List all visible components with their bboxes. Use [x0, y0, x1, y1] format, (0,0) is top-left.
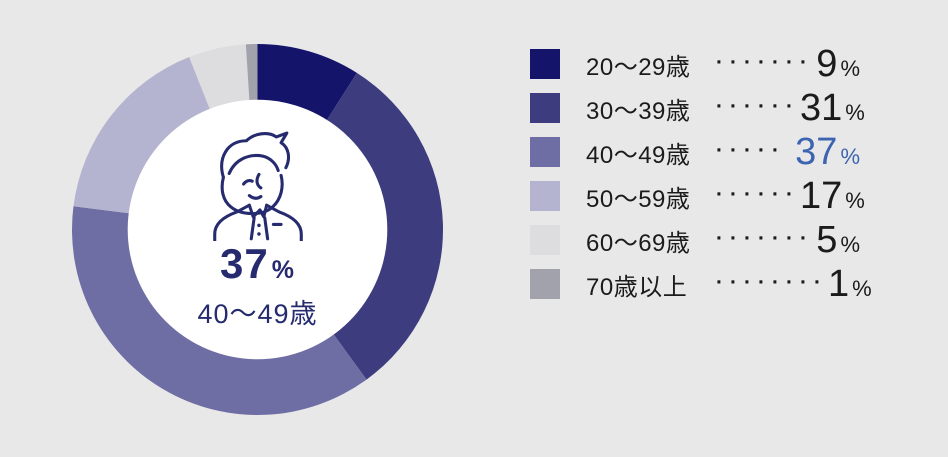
donut-chart [72, 44, 443, 415]
legend-unit: % [845, 100, 865, 125]
donut-chart-area: 37 % 40〜49歳 [72, 44, 443, 415]
legend-unit: % [840, 56, 860, 81]
legend-row: 40〜49歳 ····· 37 % [530, 130, 860, 174]
legend-swatch [530, 49, 560, 79]
legend-dot-leader: ········ [716, 270, 828, 294]
center-percentage: 37 % [220, 243, 295, 285]
person-icon [212, 131, 303, 241]
legend: 20〜29歳 ······· 9 % 30〜39歳 ······ 31 % 40… [530, 42, 872, 306]
donut-hole [127, 99, 388, 360]
legend-value-wrap: 9 % [816, 45, 860, 83]
legend-dot-leader: ······ [716, 182, 800, 206]
legend-label: 20〜29歳 [586, 53, 691, 81]
legend-label: 50〜59歳 [586, 185, 691, 213]
legend-dot-leader: ····· [716, 138, 786, 162]
legend-row: 30〜39歳 ······ 31 % [530, 86, 865, 130]
legend-swatch [530, 93, 560, 123]
donut-center: 37 % 40〜49歳 [127, 99, 388, 360]
legend-value: 31 [799, 87, 843, 129]
legend-value: 5 [816, 219, 838, 261]
legend-swatch [530, 269, 560, 299]
legend-unit: % [852, 276, 872, 301]
legend-value: 9 [816, 43, 838, 85]
legend-swatch [530, 137, 560, 167]
legend-value-wrap: 37 % [795, 133, 860, 171]
legend-value: 37 [795, 131, 838, 173]
center-value-unit: % [271, 256, 295, 284]
legend-label: 30〜39歳 [586, 97, 691, 125]
legend-swatch [530, 181, 560, 211]
legend-value: 17 [799, 175, 843, 217]
legend-value: 1 [827, 263, 850, 305]
legend-row: 60〜69歳 ······· 5 % [530, 218, 860, 262]
legend-unit: % [840, 144, 860, 169]
legend-unit: % [840, 232, 860, 257]
legend-row: 50〜59歳 ······ 17 % [530, 174, 865, 218]
legend-value-wrap: 17 % [800, 177, 865, 215]
legend-label: 60〜69歳 [586, 229, 691, 257]
legend-label: 70歳以上 [586, 273, 688, 301]
legend-dot-leader: ······· [716, 226, 814, 250]
legend-value-wrap: 5 % [816, 221, 860, 259]
legend-row: 20〜29歳 ······· 9 % [530, 42, 860, 86]
legend-unit: % [845, 188, 865, 213]
legend-value-wrap: 1 % [828, 265, 872, 303]
legend-label: 40〜49歳 [586, 141, 691, 169]
center-value-number: 37 [220, 240, 269, 287]
legend-swatch [530, 225, 560, 255]
legend-row: 70歳以上 ········ 1 % [530, 262, 872, 306]
legend-dot-leader: ······ [716, 94, 800, 118]
center-age-label: 40〜49歳 [197, 299, 318, 329]
legend-dot-leader: ······· [716, 50, 814, 74]
legend-value-wrap: 31 % [800, 89, 865, 127]
